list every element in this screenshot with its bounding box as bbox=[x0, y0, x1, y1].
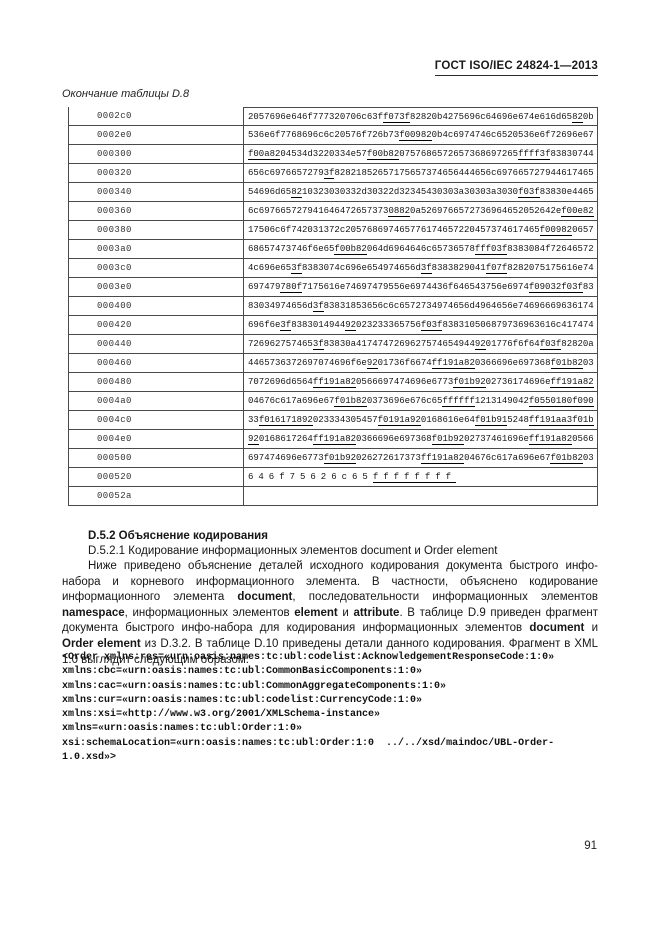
page-number: 91 bbox=[584, 840, 597, 852]
code-line: xmlns:cac=«urn:oasis:names:tc:ubl:Common… bbox=[62, 680, 447, 692]
hex-bytes-cell: 68657473746f6e65f00b82064d6964646c657365… bbox=[248, 244, 594, 255]
offset-cell: 000460 bbox=[69, 354, 244, 372]
section-subheading: D.5.2.1 Кодирование информационных элеме… bbox=[88, 545, 498, 557]
hex-table-row: 0002c0 2057696e646f777320706c63ff073f8282… bbox=[68, 107, 598, 126]
offset-cell: 0002e0 bbox=[69, 126, 244, 144]
hex-table-row: 000360 6c69766572794164647265737308820a52… bbox=[68, 202, 598, 221]
hex-table-row: 000520 646f75626c65ffffffff bbox=[68, 468, 598, 487]
hex-bytes-cell: 646f75626c65ffffffff bbox=[248, 472, 457, 483]
offset-cell: 0004c0 bbox=[69, 411, 244, 429]
hex-bytes-cell: 656c69766572793f828218526571756573746564… bbox=[248, 168, 594, 179]
code-line: xsi:schemaLocation=«urn:oasis:names:tc:u… bbox=[62, 737, 555, 749]
offset-cell: 0004a0 bbox=[69, 392, 244, 410]
code-line: <Order xmlns:res=«urn:oasis:names:tc:ubl… bbox=[62, 652, 555, 663]
offset-cell: 000500 bbox=[69, 449, 244, 467]
hex-table-row: 000440 7269627574653f83830a41747472696275… bbox=[68, 335, 598, 354]
hex-table-row: 000500 697474696e6773f01b92026272617373ff… bbox=[68, 449, 598, 468]
body-paragraph: Ниже приведено объяснение деталей исходн… bbox=[62, 560, 598, 666]
hex-bytes-cell: 54696d658210323030332d30322d32345430303a… bbox=[248, 187, 594, 198]
standard-title: ГОСТ ISO/IEC 24824-1—2013 bbox=[434, 60, 598, 76]
code-line: xmlns:cur=«urn:oasis:names:tc:ubl:codeli… bbox=[62, 694, 423, 706]
offset-cell: 000380 bbox=[69, 221, 244, 239]
hex-table-row: 0003e0 697479780f7175616e74697479556e6974… bbox=[68, 278, 598, 297]
hex-bytes-cell: 7269627574653f83830a41747472696275746549… bbox=[248, 339, 594, 350]
hex-table-row: 00052a bbox=[68, 487, 598, 506]
offset-cell: 000400 bbox=[69, 297, 244, 315]
offset-cell: 000340 bbox=[69, 183, 244, 201]
offset-cell: 000440 bbox=[69, 335, 244, 353]
offset-cell: 000360 bbox=[69, 202, 244, 220]
hex-table-row: 000460 4465736372697074696f6e9201736f6674… bbox=[68, 354, 598, 373]
offset-cell: 000300 bbox=[69, 145, 244, 163]
hex-table-row: 0002e0 536e6f7768696c6c20576f726b73f00982… bbox=[68, 126, 598, 145]
offset-cell: 000520 bbox=[69, 468, 244, 486]
hex-bytes-cell: 2057696e646f777320706c63ff073f82820b4275… bbox=[244, 107, 597, 125]
offset-cell: 000320 bbox=[69, 164, 244, 182]
offset-cell: 0003e0 bbox=[69, 278, 244, 296]
hex-dump-table: 0002c0 2057696e646f777320706c63ff073f8282… bbox=[68, 107, 598, 506]
hex-table-row: 000480 7072696d6564ff191a820566697474696e… bbox=[68, 373, 598, 392]
hex-bytes-cell: 4c696e653f8383074c696e654974656d3f838382… bbox=[248, 263, 594, 274]
code-line: 1.0.xsd»> bbox=[62, 752, 117, 764]
hex-table-row: 000420 696f6e3f838301494492023233365756f0… bbox=[68, 316, 598, 335]
hex-bytes-cell bbox=[244, 487, 597, 505]
hex-table-row: 000340 54696d658210323030332d30322d323454… bbox=[68, 183, 598, 202]
section-heading: D.5.2 Объяснение кодирования bbox=[88, 530, 268, 542]
code-line: xmlns:cbc=«urn:oasis:names:tc:ubl:Common… bbox=[62, 666, 423, 678]
offset-cell: 0002c0 bbox=[69, 107, 244, 125]
hex-bytes-cell: 83034974656d3f83831853656c6c657273497465… bbox=[248, 301, 594, 312]
section-d52: D.5.2 Объяснение кодирования D.5.2.1 Код… bbox=[62, 530, 598, 668]
xml-code-block: <Order xmlns:res=«urn:oasis:names:tc:ubl… bbox=[62, 651, 607, 765]
offset-cell: 0003c0 bbox=[69, 259, 244, 277]
hex-table-row: 000380 17506c6f742031372c2057686974657761… bbox=[68, 221, 598, 240]
hex-bytes-cell: 920168617264ff191a820366696e697368f01b92… bbox=[248, 434, 594, 445]
hex-table-row: 000320 656c69766572793f828218526571756573… bbox=[68, 164, 598, 183]
hex-bytes-cell: 697479780f7175616e74697479556e6974436f64… bbox=[248, 282, 594, 293]
offset-cell: 00052a bbox=[69, 487, 244, 505]
hex-bytes-cell: 6c69766572794164647265737308820a52697665… bbox=[248, 206, 594, 217]
table-caption: Окончание таблицы D.8 bbox=[62, 88, 190, 100]
hex-bytes-cell: 7072696d6564ff191a820566697474696e6773f0… bbox=[248, 377, 594, 388]
running-header: ГОСТ ISO/IEC 24824-1—2013 bbox=[434, 56, 598, 76]
hex-bytes-cell: 04676c617a696e67f01b820373696e676c65ffff… bbox=[248, 396, 594, 407]
hex-table-row: 000400 83034974656d3f83831853656c6c657273… bbox=[68, 297, 598, 316]
hex-bytes-cell: 33f016171892023334305457f0191a920168616e… bbox=[248, 415, 594, 426]
hex-bytes-cell: 536e6f7768696c6c20576f726b73f009820b4c69… bbox=[248, 130, 594, 141]
hex-table-row: 0003a0 68657473746f6e65f00b82064d6964646c… bbox=[68, 240, 598, 259]
hex-bytes-cell: 697474696e6773f01b92026272617373ff191a82… bbox=[248, 453, 594, 464]
hex-table-row: 0003c0 4c696e653f8383074c696e654974656d3f… bbox=[68, 259, 598, 278]
hex-table-row: 0004e0 920168617264ff191a820366696e697368… bbox=[68, 430, 598, 449]
hex-bytes-cell: 4465736372697074696f6e9201736f6674ff191a… bbox=[248, 358, 594, 369]
code-line: xmlns=«urn:oasis:names:tc:ubl:Order:1:0» bbox=[62, 723, 303, 735]
hex-table-row: 0004c0 33f016171892023334305457f0191a9201… bbox=[68, 411, 598, 430]
offset-cell: 0004e0 bbox=[69, 430, 244, 448]
hex-bytes-cell: f00a8204534d3220334e57f00b82075768657265… bbox=[248, 149, 594, 160]
hex-table-row: 0004a0 04676c617a696e67f01b820373696e676c… bbox=[68, 392, 598, 411]
offset-cell: 000420 bbox=[69, 316, 244, 334]
offset-cell: 000480 bbox=[69, 373, 244, 391]
hex-bytes-cell: 17506c6f742031372c2057686974657761746572… bbox=[248, 225, 594, 236]
offset-cell: 0003a0 bbox=[69, 240, 244, 258]
hex-bytes-cell: 696f6e3f838301494492023233365756f03f8383… bbox=[248, 320, 594, 331]
code-line: xmlns:xsi=«http://www.w3.org/2001/XMLSch… bbox=[62, 709, 381, 721]
hex-table-row: 000300 f00a8204534d3220334e57f00b82075768… bbox=[68, 145, 598, 164]
